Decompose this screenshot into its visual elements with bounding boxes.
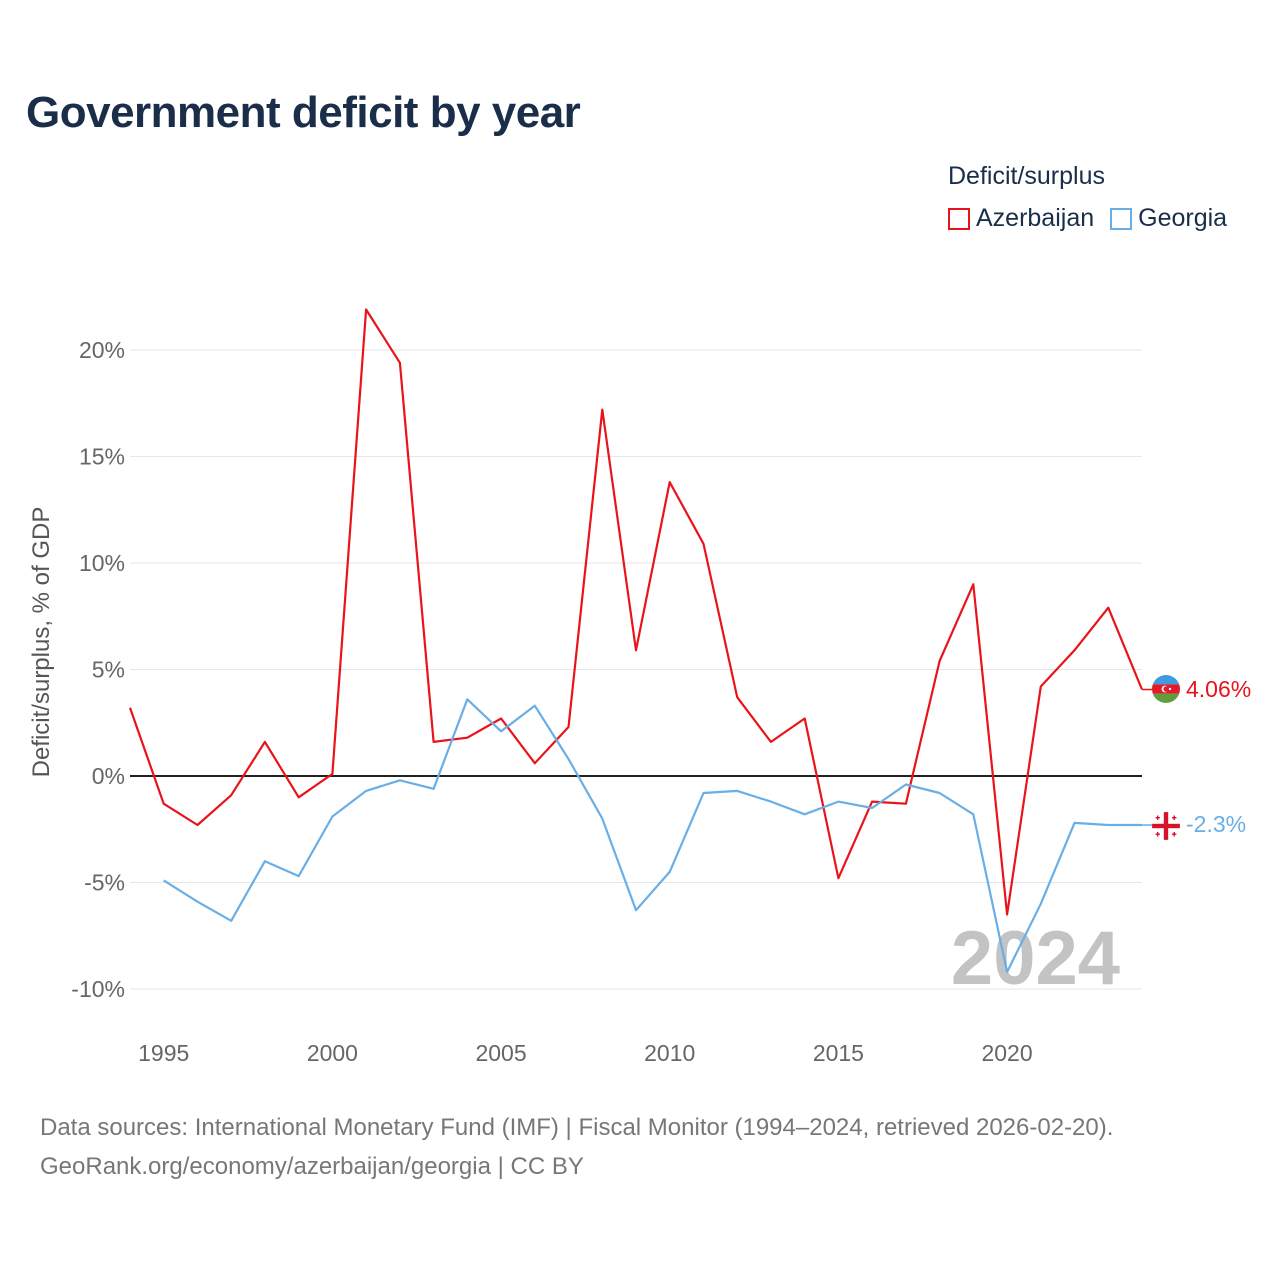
- year-watermark: 2024: [951, 916, 1120, 1001]
- legend-title: Deficit/surplus: [948, 162, 1105, 190]
- azerbaijan-flag-icon: [1152, 675, 1180, 703]
- end-label-georgia: -2.3%: [1186, 811, 1246, 837]
- chart-title: Government deficit by year: [26, 88, 581, 137]
- y-tick-label: 15%: [79, 444, 125, 470]
- legend-swatch-azerbaijan: [948, 207, 970, 230]
- sources-line-2[interactable]: GeoRank.org/economy/azerbaijan/georgia |…: [40, 1153, 584, 1180]
- end-label-azerbaijan: 4.06%: [1186, 676, 1251, 702]
- y-tick-label: 20%: [79, 337, 125, 363]
- data-sources: Data sources: International Monetary Fun…: [40, 1108, 1113, 1186]
- x-tick-label: 2020: [981, 1040, 1032, 1066]
- georgia-flag-icon: [1152, 812, 1180, 840]
- series-line-azerbaijan: [128, 308, 1144, 916]
- end-marker-azerbaijan: 4.06%: [1142, 675, 1251, 703]
- y-tick-label: 10%: [79, 550, 125, 576]
- legend-swatch-georgia: [1110, 207, 1133, 230]
- series-line-georgia: [163, 698, 1142, 974]
- chart-area: -10% -5% 0% 5% 10% 15% 20% 1995 2000 2005 2010 201…: [71, 308, 1251, 1066]
- legend: Azerbaijan Georgia: [948, 204, 1227, 233]
- y-tick-labels: -10% -5% 0% 5% 10% 15% 20%: [71, 337, 125, 1002]
- x-tick-label: 1995: [138, 1040, 189, 1066]
- grid-layer: [130, 349, 1142, 990]
- x-tick-label: 2010: [644, 1040, 695, 1066]
- y-tick-label: -5%: [84, 870, 125, 896]
- y-tick-label: 0%: [92, 763, 125, 789]
- legend-item-georgia[interactable]: Georgia: [1110, 204, 1227, 233]
- x-tick-labels: 1995 2000 2005 2010 2015 2020: [138, 1040, 1033, 1066]
- x-tick-label: 2005: [475, 1040, 526, 1066]
- x-tick-label: 2000: [307, 1040, 358, 1066]
- x-tick-label: 2015: [813, 1040, 864, 1066]
- end-marker-georgia: -2.3%: [1142, 811, 1246, 840]
- legend-label-azerbaijan: Azerbaijan: [976, 204, 1095, 232]
- y-tick-label: 5%: [92, 657, 125, 683]
- legend-label-georgia: Georgia: [1138, 204, 1228, 232]
- sources-line-1: Data sources: International Monetary Fun…: [40, 1114, 1114, 1141]
- legend-item-azerbaijan[interactable]: Azerbaijan: [948, 204, 1094, 233]
- y-tick-label: -10%: [71, 976, 125, 1002]
